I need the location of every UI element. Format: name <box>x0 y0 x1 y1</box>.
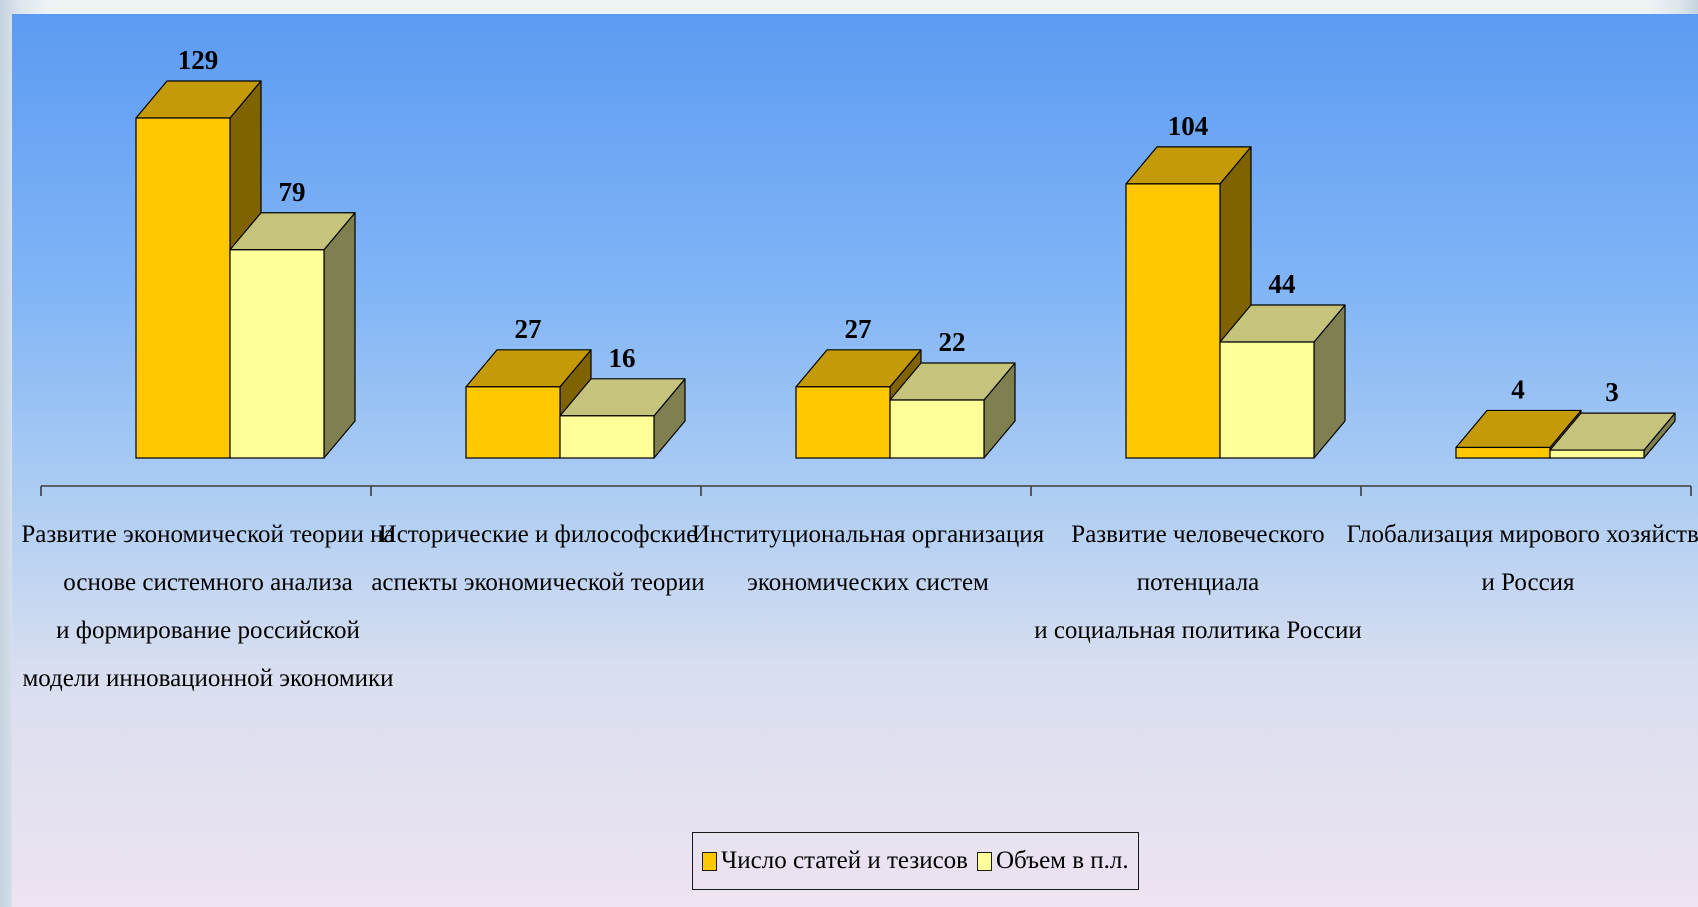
value-label-s2-c5: 3 <box>1605 377 1619 407</box>
legend-swatch-series-1 <box>702 851 717 871</box>
bar-front-face <box>559 415 655 459</box>
bar-front-face <box>1455 446 1551 459</box>
category-label-2: Исторические и философские аспекты эконом… <box>371 521 704 596</box>
value-label-s1-c5: 4 <box>1511 374 1525 404</box>
value-label-s2-c4: 44 <box>1269 269 1296 299</box>
bar-side-face <box>323 212 356 459</box>
bar-front-face <box>465 386 561 459</box>
chart-background <box>12 14 1698 907</box>
bar-front-face <box>135 117 231 459</box>
value-label-s2-c2: 16 <box>609 343 636 373</box>
value-label-s1-c3: 27 <box>845 314 872 344</box>
value-label-s1-c1: 129 <box>178 45 219 75</box>
legend-label-series-2: Объем в п.л. <box>996 847 1129 874</box>
value-label-s1-c4: 104 <box>1168 111 1209 141</box>
value-label-s2-c3: 22 <box>939 327 966 357</box>
bar-s2-c4 <box>1219 304 1346 459</box>
category-label-4: Развитие человеческого потенциала и социал… <box>1034 521 1362 644</box>
bar-s2-c2 <box>559 378 686 459</box>
bar-s2-c1 <box>229 212 356 459</box>
category-label-3: Институциональная организация экономическ… <box>692 521 1045 596</box>
legend: Число статей и тезисов Объем в п.л. <box>692 832 1139 890</box>
bar-s2-c3 <box>889 362 1016 459</box>
bar-front-face <box>1219 341 1315 459</box>
legend-item-series-1: Число статей и тезисов <box>702 847 968 875</box>
x-axis-ticks <box>40 486 1692 496</box>
bar-front-face <box>229 249 325 459</box>
bar-front-face <box>1549 449 1645 459</box>
bar-front-face <box>1125 183 1221 459</box>
bar-s2-c5 <box>1549 412 1676 459</box>
legend-swatch-series-2 <box>977 851 992 871</box>
bar-front-face <box>889 399 985 459</box>
category-label-1: Развитие экономической теории на основе с… <box>21 521 394 692</box>
legend-label-series-1: Число статей и тезисов <box>721 847 968 874</box>
bars-layer <box>135 80 1676 459</box>
category-label-5: Глобализация мирового хозяйства и Россия <box>1346 521 1698 596</box>
value-label-s2-c1: 79 <box>279 177 306 207</box>
bar-front-face <box>795 386 891 459</box>
legend-item-series-2: Объем в п.л. <box>977 847 1129 875</box>
value-label-s1-c2: 27 <box>515 314 542 344</box>
category-labels: Развитие экономической теории на основе с… <box>21 521 1698 692</box>
